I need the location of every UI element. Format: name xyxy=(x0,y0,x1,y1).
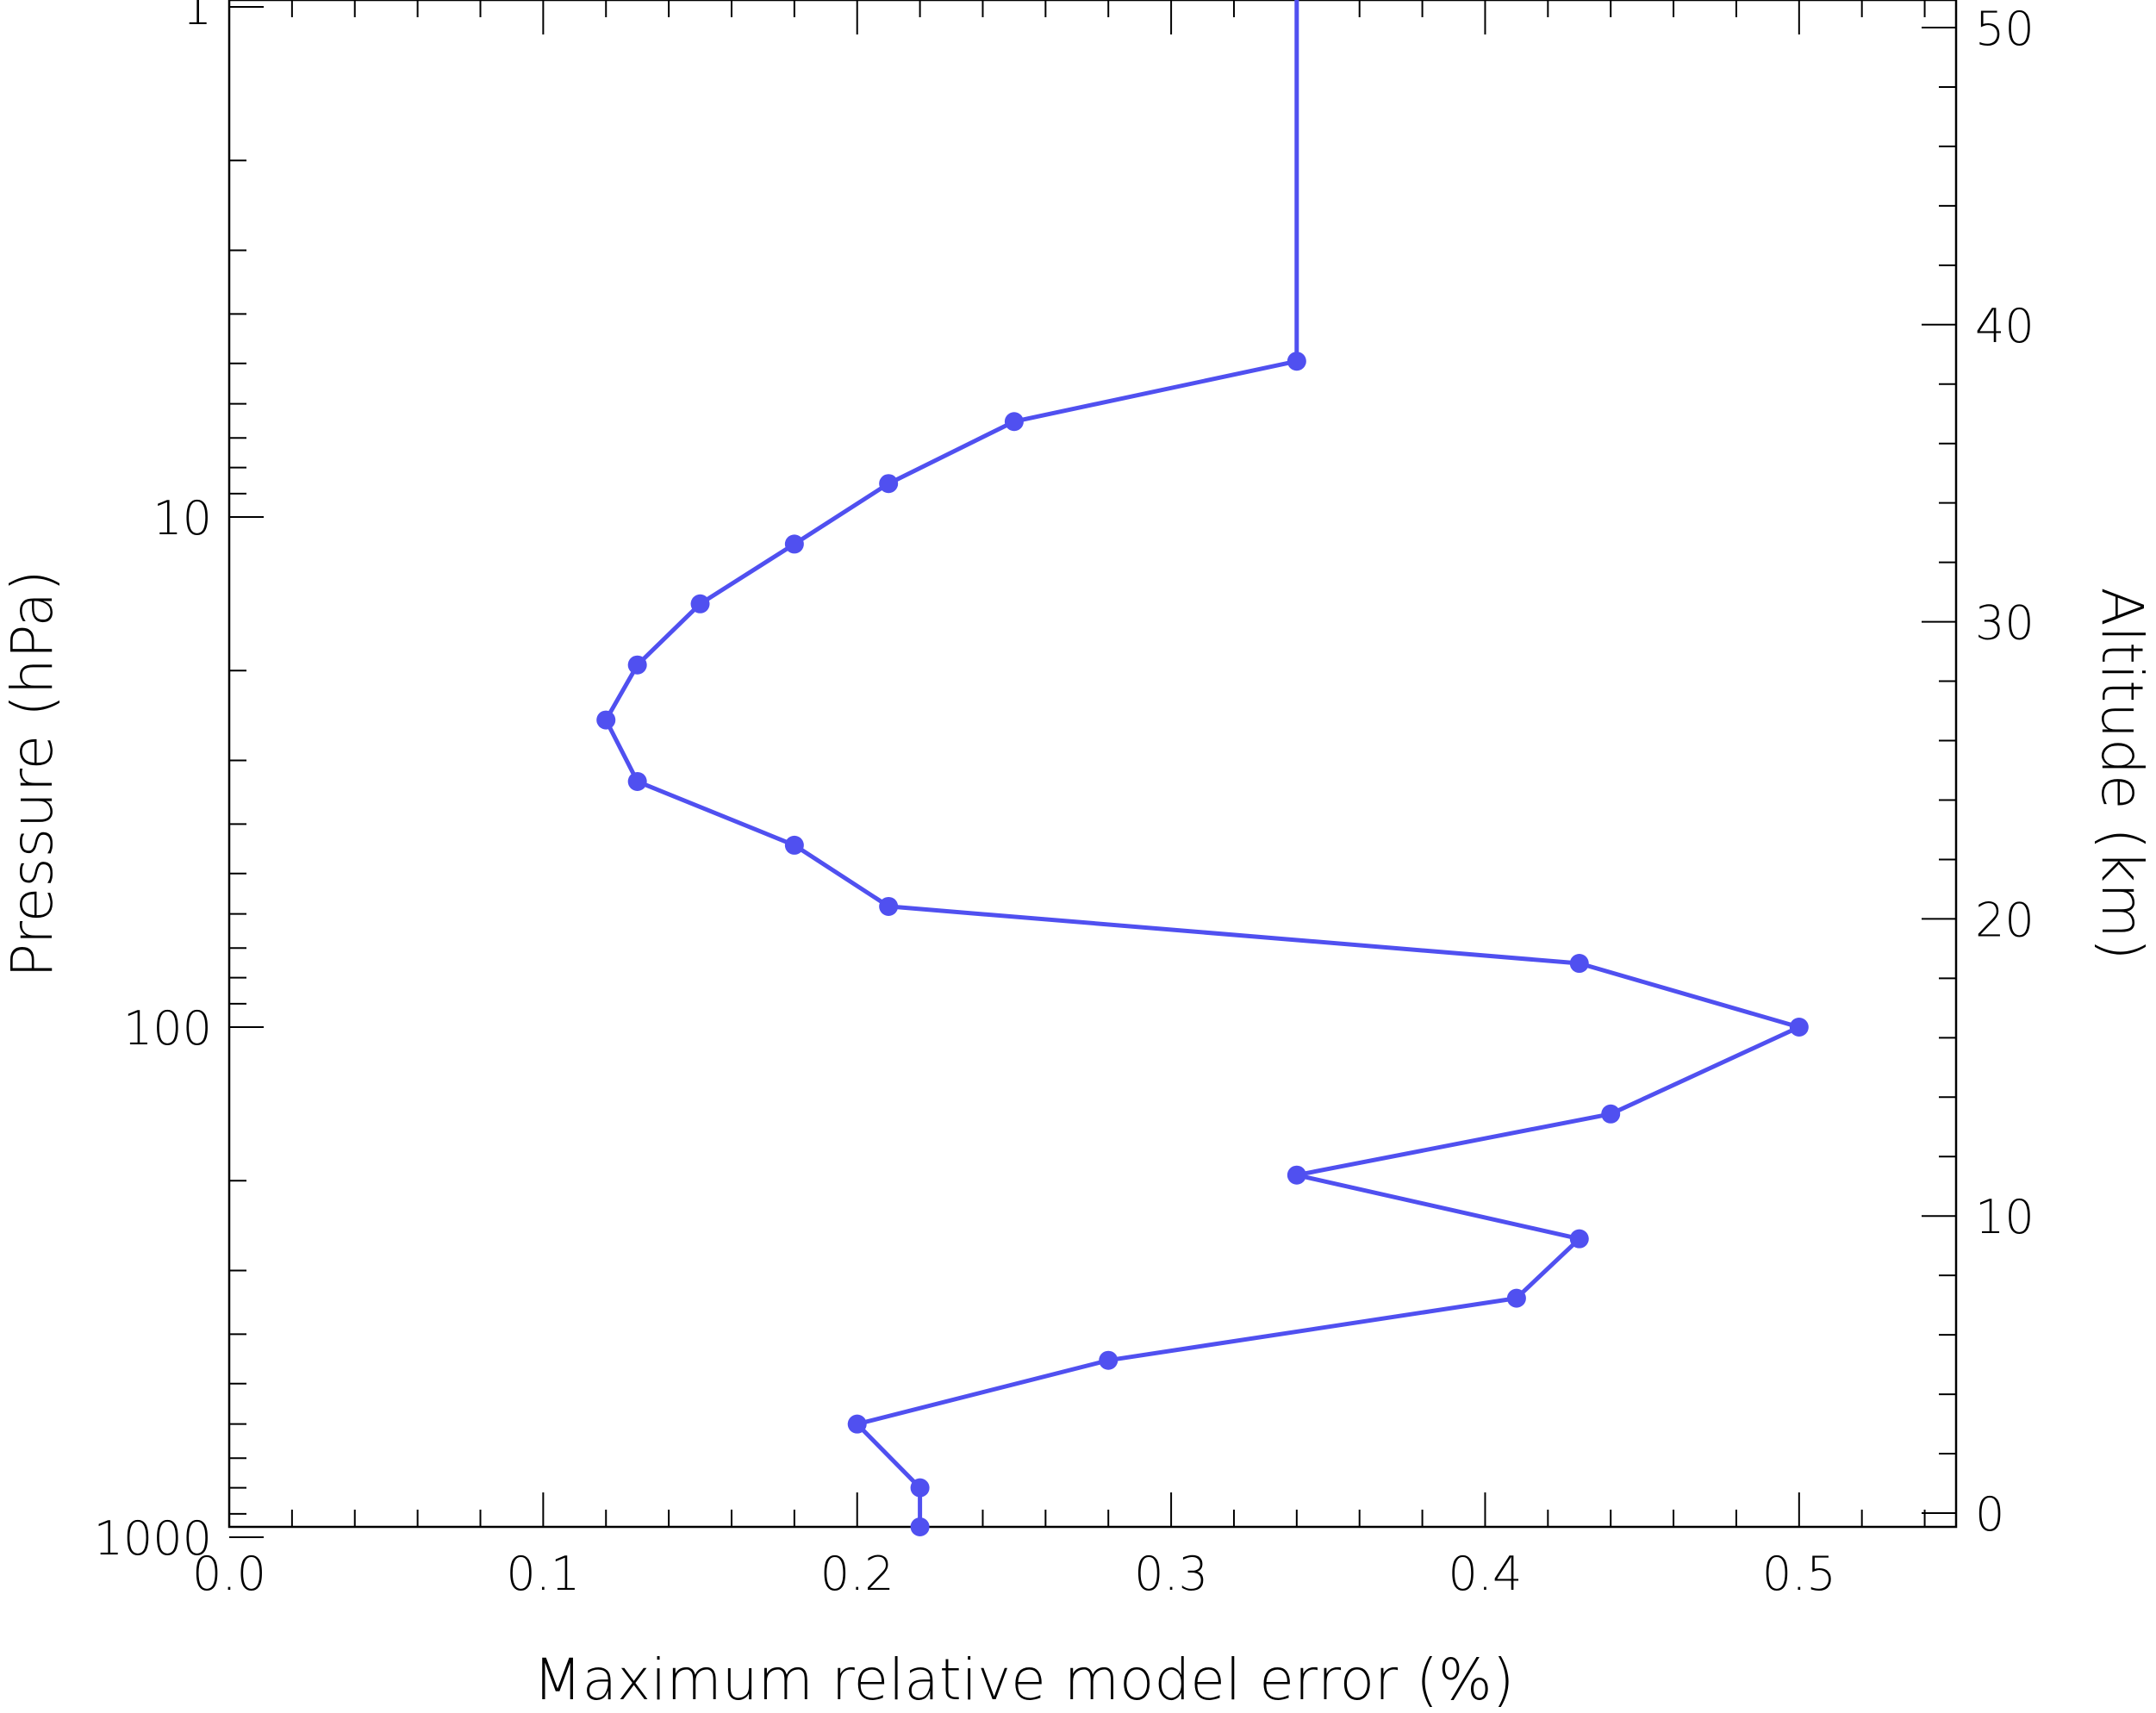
series-point xyxy=(910,1478,930,1498)
y-tick-label: 1 xyxy=(183,0,212,35)
series-points xyxy=(596,352,1809,1536)
y-axis-title: Pressure (hPa) xyxy=(0,570,65,977)
series-point xyxy=(627,771,647,791)
x-tick-label: 0.0 xyxy=(192,1547,266,1601)
plot-frame xyxy=(227,0,1958,1529)
series-point xyxy=(1004,412,1024,432)
x-axis-title: Maximum relative model error (%) xyxy=(533,1647,1515,1713)
series-point xyxy=(1506,1288,1526,1308)
series-point xyxy=(596,710,616,730)
series-line xyxy=(603,0,1802,1527)
y2-tick-label: 10 xyxy=(1975,1190,2034,1244)
y2-tick-label: 50 xyxy=(1975,2,2034,56)
y2-tick-label: 40 xyxy=(1975,299,2034,353)
series-point xyxy=(1287,1165,1306,1185)
y-tick-label: 1000 xyxy=(94,1511,212,1566)
y2-tick-label: 30 xyxy=(1975,596,2034,651)
series-point xyxy=(1287,352,1306,371)
ticks xyxy=(228,0,1956,1538)
series-point xyxy=(1569,954,1589,974)
series-point xyxy=(1789,1018,1809,1037)
y2-tick-label: 0 xyxy=(1975,1487,2004,1542)
y2-tick-label: 20 xyxy=(1975,893,2034,947)
x-tick-label: 0.3 xyxy=(1134,1547,1208,1601)
x-tick-label: 0.1 xyxy=(506,1547,580,1601)
y2-axis-title: Altitude (km) xyxy=(2089,588,2155,961)
series-point xyxy=(910,1517,930,1536)
series-point xyxy=(1601,1104,1621,1124)
series-point xyxy=(784,835,804,855)
tick-labels: 0.0 0.1 0.2 0.3 0.4 0.5 1 10 100 1000 0 10 20 30 40 50 xyxy=(94,0,2034,1601)
series-point xyxy=(784,534,804,554)
series-point xyxy=(1099,1350,1119,1370)
series-point xyxy=(847,1414,867,1434)
series-point xyxy=(1569,1229,1589,1249)
series-point xyxy=(879,474,899,494)
x-tick-label: 0.4 xyxy=(1449,1547,1523,1601)
y-tick-label: 10 xyxy=(153,491,212,545)
series-point xyxy=(690,594,710,614)
x-tick-label: 0.5 xyxy=(1762,1547,1836,1601)
y-tick-label: 100 xyxy=(123,1001,212,1056)
series-point xyxy=(879,896,899,916)
series-point xyxy=(627,655,647,675)
x-tick-label: 0.2 xyxy=(820,1547,894,1601)
